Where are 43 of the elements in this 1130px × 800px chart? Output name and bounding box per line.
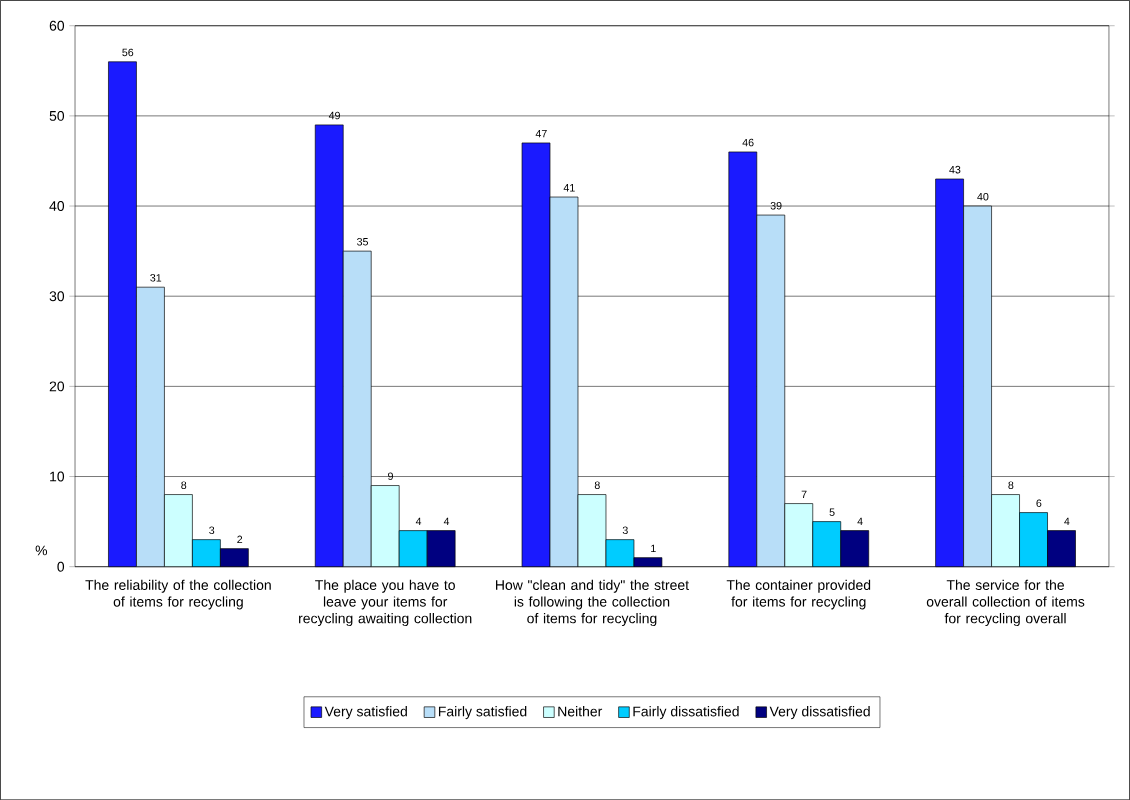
data-label: 7 — [801, 490, 807, 498]
y-axis-title: % — [35, 545, 48, 556]
x-tick-label: The place you have to leave your items for recycling awaiting collection — [299, 579, 472, 626]
data-label: 56 — [122, 48, 134, 57]
data-label: 41 — [563, 183, 575, 192]
legend-label: Very satisfied — [324, 706, 407, 720]
y-tick-label: 0 — [57, 561, 65, 572]
x-tick-label: The reliability of the collection of items for recycling — [85, 579, 271, 610]
y-tick-label: 30 — [49, 291, 65, 302]
data-label: 46 — [742, 138, 754, 147]
y-tick-label: 60 — [49, 20, 65, 31]
data-label: 4 — [857, 517, 863, 525]
data-label: 4 — [443, 517, 450, 525]
x-tick-label: The container provided for items for recycling — [726, 579, 871, 610]
data-label: 39 — [770, 201, 782, 210]
legend-label: Very dissatisfied — [769, 706, 870, 720]
data-label: 3 — [209, 526, 215, 534]
data-label: 5 — [829, 508, 835, 516]
data-label: 4 — [415, 517, 422, 525]
data-label: 31 — [150, 273, 162, 282]
data-label: 9 — [388, 472, 393, 480]
data-label: 6 — [1036, 499, 1042, 507]
y-tick-label: 20 — [49, 381, 65, 392]
legend-label: Neither — [558, 706, 603, 717]
legend-label: Fairly dissatisfied — [633, 706, 739, 720]
legend-label: Fairly satisfied — [438, 706, 527, 720]
y-tick-label: 40 — [49, 200, 65, 211]
y-tick-label: 50 — [49, 110, 65, 121]
data-label: 49 — [328, 111, 340, 120]
x-tick-label: How "clean and tidy" the street is following the collection of items for recycling — [496, 579, 689, 626]
y-tick-label: 10 — [50, 471, 65, 482]
data-label: 8 — [1008, 481, 1014, 489]
data-label: 1 — [651, 544, 656, 552]
data-label: 3 — [622, 526, 628, 534]
data-label: 4 — [1064, 517, 1070, 525]
data-label: 35 — [357, 237, 369, 246]
x-tick-label: The service for the overall collection of items for recycling overall — [926, 579, 1085, 626]
data-label: 2 — [237, 535, 243, 543]
data-label: 47 — [535, 129, 547, 138]
data-label: 43 — [949, 165, 961, 174]
data-label: 8 — [181, 481, 187, 489]
data-label: 8 — [594, 481, 600, 489]
data-label: 40 — [977, 192, 989, 201]
